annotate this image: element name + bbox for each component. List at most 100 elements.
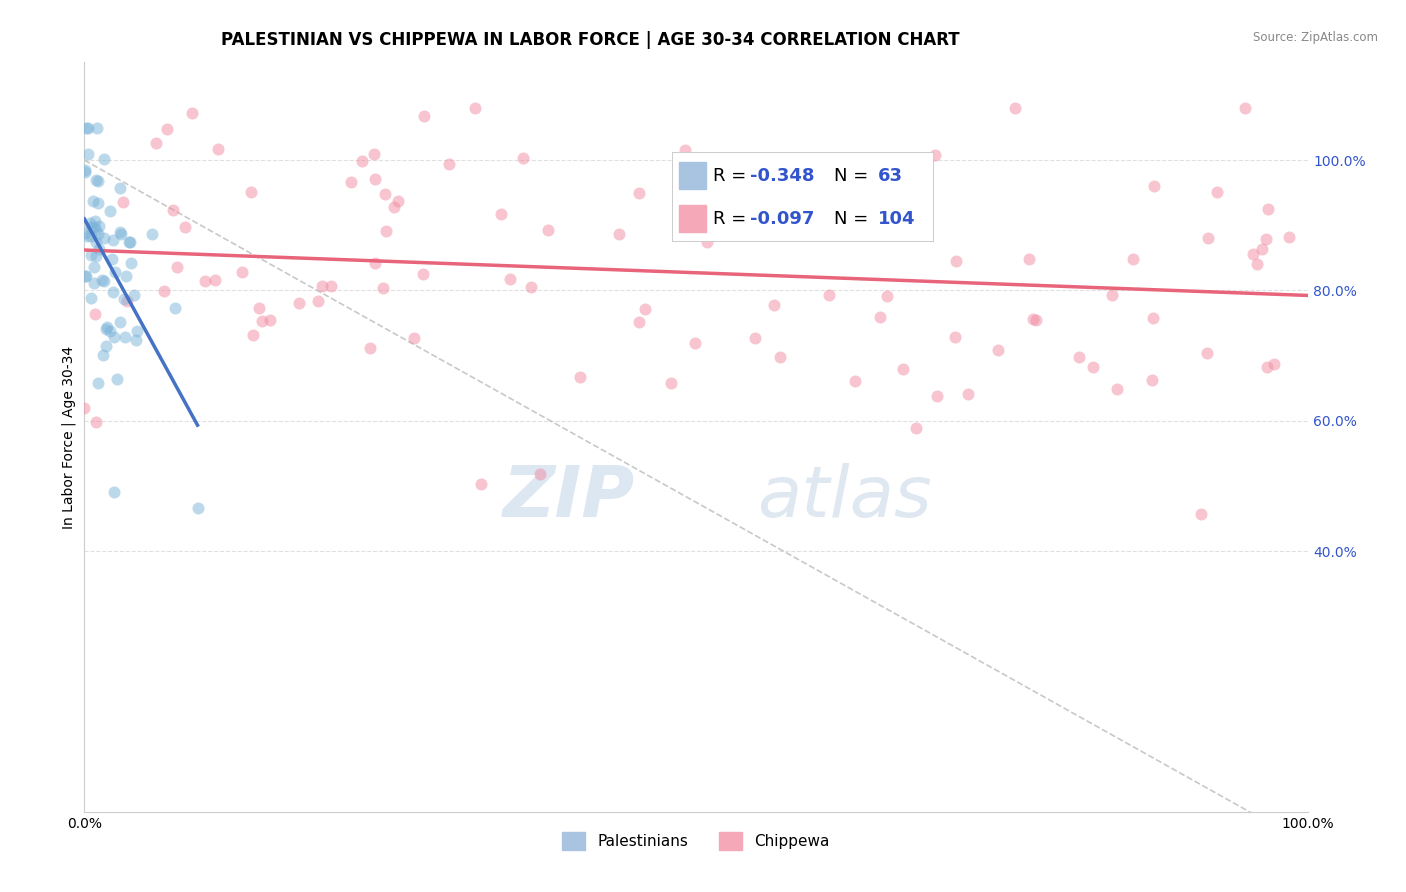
Point xyxy=(83,214,105,228)
Point xyxy=(311,279,333,293)
Point xyxy=(519,280,541,294)
Point xyxy=(93,152,115,166)
Point xyxy=(108,181,131,195)
Point xyxy=(96,319,118,334)
Point xyxy=(101,233,124,247)
Point xyxy=(141,227,163,242)
Point xyxy=(659,376,682,391)
Point xyxy=(744,331,766,345)
Point xyxy=(439,157,461,171)
Point xyxy=(1206,185,1229,199)
Text: 63: 63 xyxy=(879,167,903,185)
Point xyxy=(1278,230,1301,244)
Point xyxy=(340,175,363,189)
Text: PALESTINIAN VS CHIPPEWA IN LABOR FORCE | AGE 30-34 CORRELATION CHART: PALESTINIAN VS CHIPPEWA IN LABOR FORCE |… xyxy=(221,31,960,49)
Point xyxy=(84,249,107,263)
Point xyxy=(76,147,98,161)
Point xyxy=(1140,373,1163,387)
Text: ZIP: ZIP xyxy=(502,463,636,532)
Point xyxy=(464,101,486,115)
Point xyxy=(77,120,100,135)
Point xyxy=(1025,313,1047,327)
Point xyxy=(1257,202,1279,217)
Point xyxy=(83,219,105,234)
Point xyxy=(489,207,512,221)
Point xyxy=(844,374,866,388)
Point xyxy=(1022,312,1045,326)
Point xyxy=(173,220,195,235)
Point xyxy=(73,401,96,416)
Point xyxy=(754,219,776,233)
Point xyxy=(673,144,696,158)
Point xyxy=(83,260,105,274)
Point xyxy=(307,294,329,309)
Point xyxy=(1107,382,1129,396)
Point xyxy=(470,477,492,491)
Y-axis label: In Labor Force | Age 30-34: In Labor Force | Age 30-34 xyxy=(62,345,76,529)
Point xyxy=(122,288,145,302)
Point xyxy=(763,298,786,312)
Point xyxy=(813,169,835,184)
Point xyxy=(75,269,97,284)
Point xyxy=(76,229,98,244)
Text: R =: R = xyxy=(713,210,747,227)
Point xyxy=(115,294,138,309)
Point xyxy=(104,265,127,279)
Point xyxy=(1018,252,1040,267)
Point xyxy=(110,227,132,242)
Point xyxy=(1195,346,1218,360)
Point xyxy=(84,235,107,250)
Point xyxy=(412,267,434,281)
Point xyxy=(742,153,765,168)
Point xyxy=(84,223,107,237)
Text: N =: N = xyxy=(834,210,868,227)
Point xyxy=(153,285,176,299)
Point xyxy=(627,315,650,329)
Point xyxy=(869,310,891,325)
Point xyxy=(87,242,110,256)
Text: R =: R = xyxy=(713,167,747,185)
Point xyxy=(73,162,96,177)
Point xyxy=(112,194,135,209)
Point xyxy=(98,204,121,219)
Point xyxy=(945,254,967,268)
Point xyxy=(375,224,398,238)
Point xyxy=(186,501,208,516)
Point xyxy=(402,331,425,345)
Point xyxy=(876,289,898,303)
Point xyxy=(1142,310,1164,325)
Bar xyxy=(679,162,706,189)
Point xyxy=(125,325,148,339)
Point xyxy=(98,325,121,339)
Point xyxy=(162,202,184,217)
Point xyxy=(628,186,651,200)
Point xyxy=(84,415,107,429)
Text: 104: 104 xyxy=(879,210,915,227)
Point xyxy=(94,322,117,336)
Point xyxy=(382,200,405,214)
Point xyxy=(101,252,124,266)
Point xyxy=(101,285,124,300)
Point xyxy=(103,484,125,499)
Point xyxy=(80,291,103,305)
Point xyxy=(1004,101,1026,115)
Point xyxy=(86,173,108,187)
Point xyxy=(118,235,141,249)
Point xyxy=(124,333,146,347)
Point xyxy=(93,274,115,288)
Point xyxy=(194,274,217,288)
Point xyxy=(91,348,114,362)
Point xyxy=(683,335,706,350)
Point xyxy=(319,279,342,293)
Point xyxy=(769,350,792,364)
Point xyxy=(259,313,281,327)
Point xyxy=(80,228,103,243)
Bar xyxy=(679,205,706,232)
Point xyxy=(1241,247,1264,261)
Point xyxy=(86,174,108,188)
Point xyxy=(569,369,592,384)
Point xyxy=(512,151,534,165)
Point xyxy=(84,308,107,322)
Text: -0.348: -0.348 xyxy=(749,167,814,185)
Point xyxy=(818,288,841,302)
